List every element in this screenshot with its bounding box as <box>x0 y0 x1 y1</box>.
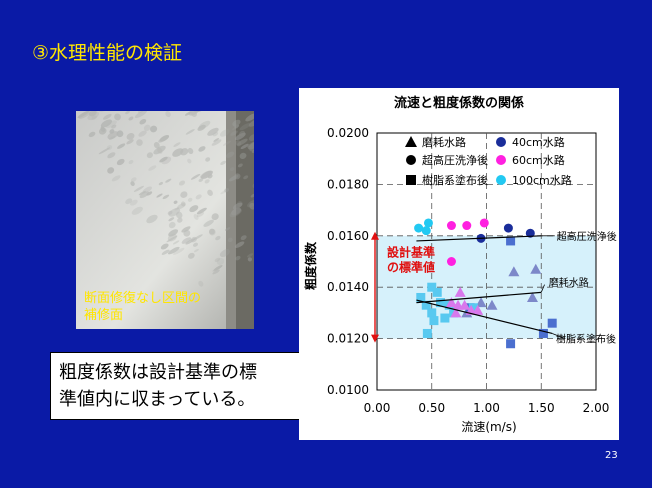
data-point <box>446 257 456 266</box>
design-range-label-line2: の標準値 <box>387 259 435 274</box>
x-tick-label: 2.00 <box>583 401 610 415</box>
design-range-label-line1: 設計基準 <box>387 244 435 259</box>
page-number: 23 <box>605 450 618 461</box>
design-range-arrowhead-bottom <box>371 334 379 343</box>
legend-label: 樹脂系塗布後 <box>422 173 488 187</box>
data-point <box>530 263 542 274</box>
legend-marker <box>406 155 416 165</box>
data-point <box>446 221 456 231</box>
trend-line <box>416 299 553 335</box>
y-tick-label: 0.0120 <box>327 332 369 346</box>
conclusion-note: 粗度係数は設計基準の標 準値内に収まっている。 <box>50 352 301 420</box>
legend-label: 100cm水路 <box>512 174 572 187</box>
data-point <box>454 286 466 297</box>
data-point <box>472 304 484 315</box>
data-point <box>462 221 472 231</box>
concrete-texture-image <box>76 111 254 329</box>
data-point <box>526 291 538 302</box>
roughness-velocity-chart: 流速と粗度係数の関係 0.0100 0.0120 0.0140 0.0160 0.018… <box>303 95 617 434</box>
legend-label: 40cm水路 <box>512 136 565 149</box>
y-tick-label: 0.0100 <box>327 383 369 397</box>
photo-caption-line1: 断面修復なし区間の <box>84 291 202 306</box>
data-point <box>508 266 520 277</box>
data-point <box>506 236 516 246</box>
design-range-arrowhead-top <box>371 231 379 240</box>
slide-title: ③水理性能の検証 <box>32 42 183 64</box>
data-point <box>503 223 513 233</box>
chart-panel: 流速と粗度係数の関係 0.0100 0.0120 0.0140 0.0160 0.018… <box>299 88 619 440</box>
legend-marker <box>405 136 417 147</box>
data-point <box>421 300 431 310</box>
data-point <box>436 298 446 308</box>
legend-marker <box>406 175 416 185</box>
x-tick-label: 0.50 <box>418 401 445 415</box>
note-line1: 粗度係数は設計基準の標 <box>59 362 257 383</box>
legend-marker <box>496 155 506 165</box>
trend-label-leader <box>552 333 566 339</box>
data-point <box>468 303 478 313</box>
data-point <box>547 318 557 328</box>
data-point <box>506 339 516 349</box>
data-point <box>440 313 450 323</box>
trend-line-label: 磨耗水路 <box>549 276 589 289</box>
data-point <box>427 308 437 318</box>
x-tick-label: 0.00 <box>364 401 391 415</box>
data-point <box>423 218 433 228</box>
data-point <box>427 282 437 292</box>
x-axis-label: 流速(m/s) <box>461 420 516 434</box>
trend-line-label: 超高圧洗浄後 <box>557 230 617 243</box>
legend-label: 磨耗水路 <box>422 136 466 149</box>
data-point <box>445 297 457 308</box>
data-point <box>538 328 548 338</box>
x-tick-label: 1.50 <box>528 401 555 415</box>
legend-marker <box>496 175 506 185</box>
data-point <box>525 228 535 238</box>
y-tick-label: 0.0180 <box>327 177 369 191</box>
y-tick-label: 0.0140 <box>327 280 369 294</box>
legend-label: 60cm水路 <box>512 154 565 167</box>
data-point <box>429 316 439 326</box>
trend-label-leader <box>540 284 545 293</box>
data-point <box>422 328 432 338</box>
x-tick-label: 1.00 <box>473 401 500 415</box>
repair-surface-photo <box>76 111 254 329</box>
y-tick-label: 0.0200 <box>327 126 369 140</box>
legend-marker <box>496 137 506 147</box>
photo-caption: 断面修復なし区間の 補修面 <box>84 290 201 324</box>
data-point <box>486 299 498 310</box>
data-point <box>452 299 464 310</box>
y-tick-label: 0.0160 <box>327 229 369 243</box>
legend-label: 超高圧洗浄後 <box>422 153 488 167</box>
y-axis-label: 粗度係数 <box>303 241 318 290</box>
trend-line-label: 樹脂系塗布後 <box>556 333 616 346</box>
trend-line <box>416 291 542 304</box>
data-point <box>479 218 489 228</box>
data-point <box>432 287 442 297</box>
chart-title: 流速と粗度係数の関係 <box>394 95 524 111</box>
photo-caption-line2: 補修面 <box>84 308 124 323</box>
data-point <box>416 292 426 302</box>
data-point <box>421 226 431 236</box>
data-point <box>475 297 487 308</box>
data-point <box>450 307 462 318</box>
note-line2: 準値内に収まっている。 <box>59 389 256 410</box>
trend-line <box>416 235 542 242</box>
data-point <box>414 223 424 233</box>
